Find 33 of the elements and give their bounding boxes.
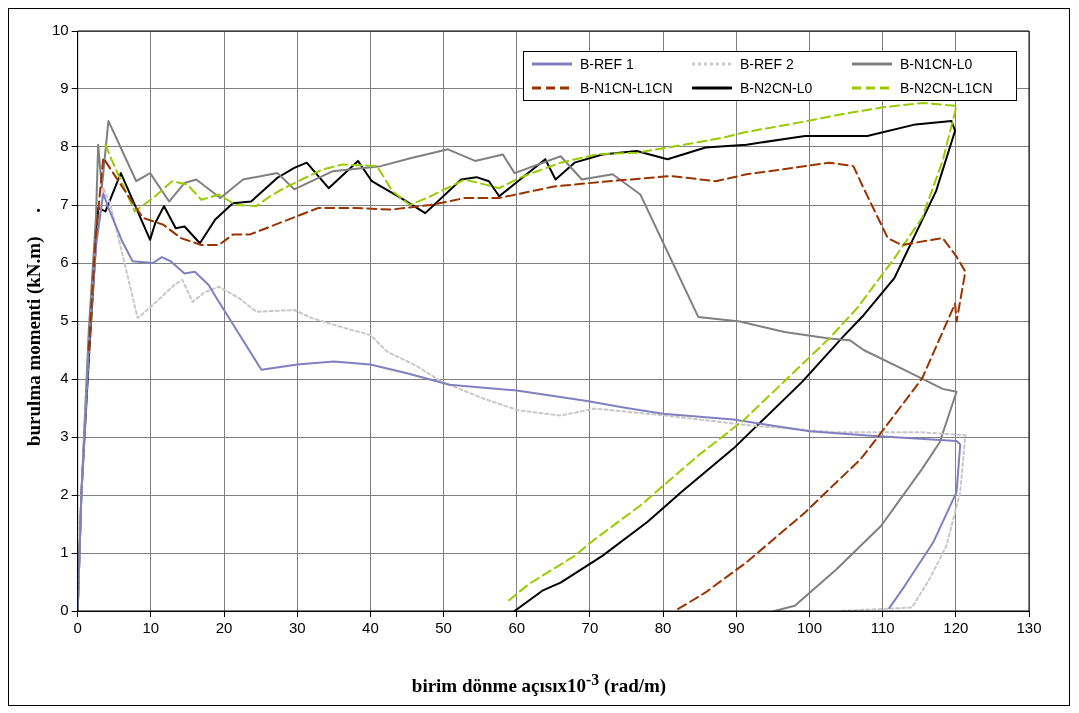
x-tick-label: 60: [508, 619, 526, 637]
x-tick-label: 50: [435, 619, 452, 637]
x-tick-label: 100: [796, 619, 822, 637]
y-tick-label: 0: [60, 601, 69, 619]
y-tick-label: 4: [60, 369, 69, 387]
x-tick-label: 70: [581, 619, 599, 637]
legend-label: B-REF 2: [740, 56, 794, 72]
y-tick-label: 9: [60, 79, 69, 97]
x-tick-label: 120: [943, 619, 969, 637]
y-tick-label: 10: [52, 21, 69, 39]
y-tick-label: 7: [60, 195, 69, 213]
y-tick-label: 5: [60, 311, 69, 329]
legend-label: B-N1CN-L1CN: [580, 80, 673, 96]
x-tick-label: 130: [1016, 619, 1042, 637]
x-axis-title: birim dönme açısıx10$^{-3}$ (rad/m): [410, 670, 668, 697]
y-tick-label: 2: [60, 485, 69, 503]
legend-label: B-N2CN-L1CN: [900, 80, 993, 96]
x-tick-label: 110: [870, 619, 895, 637]
x-tick-label: 0: [73, 619, 82, 637]
y-axis-title: burulma momenti (kN.m) .: [23, 207, 45, 447]
x-tick-label: 90: [727, 619, 745, 637]
x-tick-label: 80: [654, 619, 672, 637]
x-tick-label: 10: [142, 619, 160, 637]
legend-label: B-N1CN-L0: [900, 56, 973, 72]
y-tick-label: 6: [60, 253, 69, 271]
x-tick-label: 30: [288, 619, 306, 637]
legend-label: B-REF 1: [580, 56, 634, 72]
x-tick-label: 40: [362, 619, 379, 637]
y-tick-label: 8: [60, 137, 69, 155]
legend-label: B-N2CN-L0: [740, 80, 813, 96]
y-tick-label: 1: [60, 543, 69, 561]
x-tick-label: 20: [215, 619, 233, 637]
y-tick-label: 3: [60, 427, 69, 445]
